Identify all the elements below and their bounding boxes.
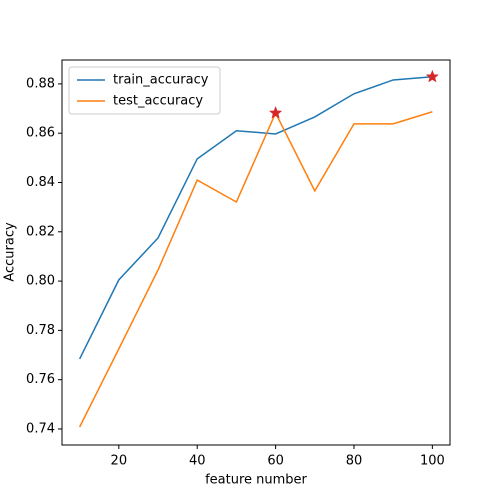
x-axis-label: feature number — [205, 473, 307, 488]
y-tick-label: 0.78 — [26, 323, 55, 338]
highlight-star — [425, 69, 439, 83]
x-tick-label: 20 — [111, 454, 128, 469]
y-tick-label: 0.82 — [26, 224, 55, 239]
legend-label: test_accuracy — [113, 94, 203, 109]
line-series — [78, 76, 433, 360]
x-tick-label: 100 — [420, 454, 445, 469]
x-tick-label: 60 — [267, 454, 284, 469]
y-tick-label: 0.80 — [26, 274, 55, 289]
x-tick-label: 40 — [189, 454, 206, 469]
y-tick-label: 0.86 — [26, 126, 55, 141]
line-series — [78, 111, 433, 428]
y-tick-label: 0.76 — [26, 372, 55, 387]
y-tick-label: 0.74 — [26, 421, 55, 436]
legend-label: train_accuracy — [113, 73, 209, 88]
y-tick-label: 0.84 — [26, 175, 55, 190]
y-axis-label: Accuracy — [3, 222, 18, 282]
plot-frame — [61, 59, 451, 446]
x-tick-label: 80 — [346, 454, 363, 469]
highlight-star — [269, 106, 283, 119]
legend-box — [68, 66, 221, 115]
y-tick-label: 0.88 — [26, 76, 55, 91]
